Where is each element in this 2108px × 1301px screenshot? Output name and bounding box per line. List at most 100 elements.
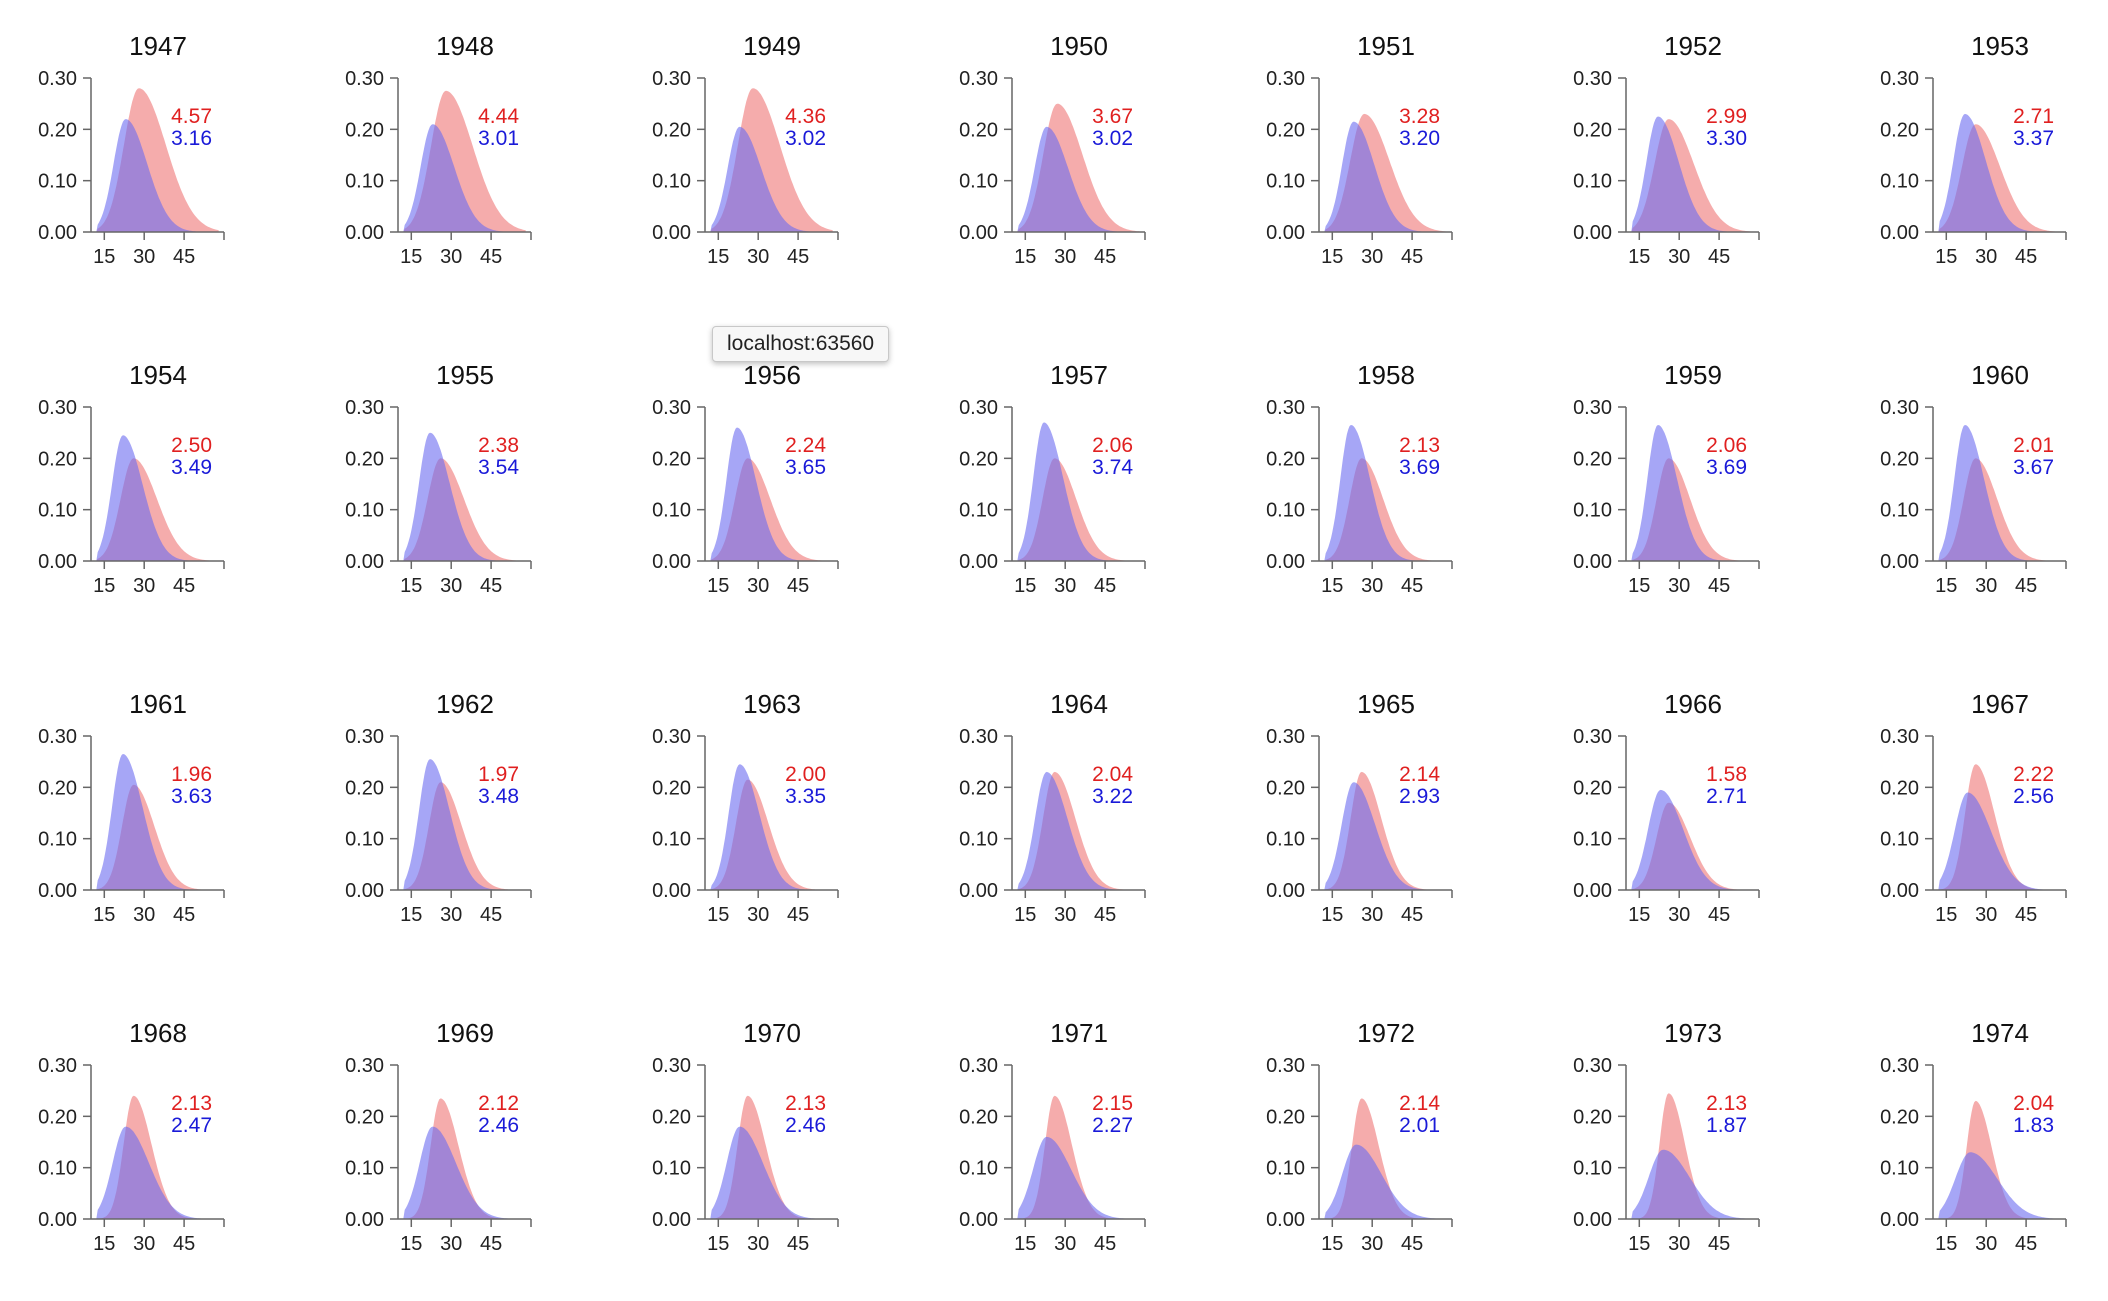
y-tick-label: 0.10 — [38, 1158, 77, 1180]
red-value-label: 2.50 — [171, 434, 212, 457]
x-tick-label: 45 — [480, 575, 502, 597]
chart-panel: 1962 0.00 0.10 0.20 0.30 15 30 45 1.973.48 — [345, 689, 532, 926]
red-value-label: 2.24 — [785, 434, 826, 457]
x-tick-label: 30 — [1054, 904, 1076, 926]
panel-title: 1971 — [1050, 1018, 1108, 1048]
x-tick-label: 45 — [480, 246, 502, 268]
blue-series-area — [96, 119, 219, 232]
y-tick-label: 0.00 — [1880, 1209, 1919, 1231]
y-tick-label: 0.00 — [345, 880, 384, 902]
y-tick-label: 0.30 — [1573, 726, 1612, 748]
blue-value-label: 3.35 — [785, 785, 826, 808]
x-tick-label: 45 — [480, 1233, 502, 1255]
x-tick-label: 15 — [707, 1233, 729, 1255]
x-tick-label: 15 — [1321, 246, 1343, 268]
blue-series-area — [1017, 1136, 1140, 1219]
y-tick-label: 0.10 — [38, 500, 77, 522]
x-tick-label: 15 — [1628, 246, 1650, 268]
y-tick-label: 0.10 — [345, 829, 384, 851]
y-tick-label: 0.20 — [38, 777, 77, 799]
x-tick-label: 30 — [747, 575, 769, 597]
y-tick-label: 0.30 — [1266, 1055, 1305, 1077]
panel-title: 1974 — [1971, 1018, 2029, 1048]
x-tick-label: 15 — [1014, 1233, 1036, 1255]
y-tick-label: 0.00 — [1880, 222, 1919, 244]
x-tick-label: 45 — [2015, 904, 2037, 926]
x-tick-label: 15 — [400, 575, 422, 597]
y-tick-label: 0.20 — [652, 448, 691, 470]
blue-series-area — [1324, 782, 1447, 890]
blue-value-label: 3.49 — [171, 456, 212, 479]
y-tick-label: 0.10 — [38, 171, 77, 193]
panel-title: 1963 — [743, 689, 801, 719]
x-tick-label: 45 — [173, 904, 195, 926]
x-tick-label: 15 — [93, 1233, 115, 1255]
blue-series-area — [403, 1126, 526, 1219]
red-value-label: 2.13 — [1706, 1092, 1747, 1115]
x-tick-label: 45 — [173, 575, 195, 597]
x-tick-label: 45 — [173, 246, 195, 268]
x-tick-label: 45 — [1094, 575, 1116, 597]
blue-series-area — [710, 1126, 833, 1219]
blue-value-label: 2.46 — [478, 1114, 519, 1137]
red-value-label: 2.01 — [2013, 434, 2054, 457]
y-tick-label: 0.20 — [959, 1106, 998, 1128]
blue-series-area — [96, 435, 219, 561]
blue-series-area — [1631, 1149, 1754, 1219]
red-value-label: 4.57 — [171, 105, 212, 128]
blue-value-label: 3.01 — [478, 127, 519, 150]
x-tick-label: 45 — [2015, 246, 2037, 268]
x-tick-label: 30 — [1361, 575, 1383, 597]
y-tick-label: 0.30 — [38, 726, 77, 748]
y-tick-label: 0.10 — [1266, 500, 1305, 522]
y-tick-label: 0.30 — [959, 726, 998, 748]
x-tick-label: 30 — [1054, 575, 1076, 597]
chart-panel: 1950 0.00 0.10 0.20 0.30 15 30 45 3.673.02 — [959, 31, 1146, 268]
x-tick-label: 30 — [1668, 1233, 1690, 1255]
blue-value-label: 2.47 — [171, 1114, 212, 1137]
y-tick-label: 0.20 — [1573, 448, 1612, 470]
x-tick-label: 30 — [1361, 246, 1383, 268]
blue-series-area — [1631, 789, 1754, 890]
blue-series-area — [1938, 113, 2061, 232]
y-tick-label: 0.10 — [652, 1158, 691, 1180]
blue-value-label: 3.67 — [2013, 456, 2054, 479]
red-value-label: 1.96 — [171, 763, 212, 786]
x-tick-label: 45 — [173, 1233, 195, 1255]
y-tick-label: 0.20 — [652, 119, 691, 141]
panel-title: 1964 — [1050, 689, 1108, 719]
blue-value-label: 3.54 — [478, 456, 519, 479]
panel-title: 1952 — [1664, 31, 1722, 61]
y-tick-label: 0.20 — [1266, 448, 1305, 470]
y-tick-label: 0.10 — [1266, 829, 1305, 851]
blue-series-area — [403, 759, 526, 890]
chart-panel: 1969 0.00 0.10 0.20 0.30 15 30 45 2.122.46 — [345, 1018, 532, 1255]
x-tick-label: 30 — [747, 246, 769, 268]
panel-title: 1962 — [436, 689, 494, 719]
blue-value-label: 3.02 — [1092, 127, 1133, 150]
blue-value-label: 2.01 — [1399, 1114, 1440, 1137]
chart-panel: 1968 0.00 0.10 0.20 0.30 15 30 45 2.132.47 — [38, 1018, 225, 1255]
panel-title: 1959 — [1664, 360, 1722, 390]
blue-series-area — [1938, 792, 2061, 890]
x-tick-label: 45 — [1094, 1233, 1116, 1255]
y-tick-label: 0.10 — [959, 171, 998, 193]
y-tick-label: 0.30 — [345, 68, 384, 90]
red-value-label: 2.13 — [785, 1092, 826, 1115]
panel-title: 1953 — [1971, 31, 2029, 61]
y-tick-label: 0.30 — [1880, 68, 1919, 90]
y-tick-label: 0.00 — [652, 880, 691, 902]
blue-series-area — [710, 427, 833, 561]
x-tick-label: 30 — [1975, 1233, 1997, 1255]
red-value-label: 2.00 — [785, 763, 826, 786]
y-tick-label: 0.00 — [345, 1209, 384, 1231]
y-tick-label: 0.30 — [959, 68, 998, 90]
blue-value-label: 3.48 — [478, 785, 519, 808]
blue-series-area — [403, 432, 526, 561]
x-tick-label: 15 — [400, 246, 422, 268]
x-tick-label: 30 — [1361, 1233, 1383, 1255]
y-tick-label: 0.10 — [1573, 1158, 1612, 1180]
panel-title: 1965 — [1357, 689, 1415, 719]
y-tick-label: 0.00 — [1573, 551, 1612, 573]
